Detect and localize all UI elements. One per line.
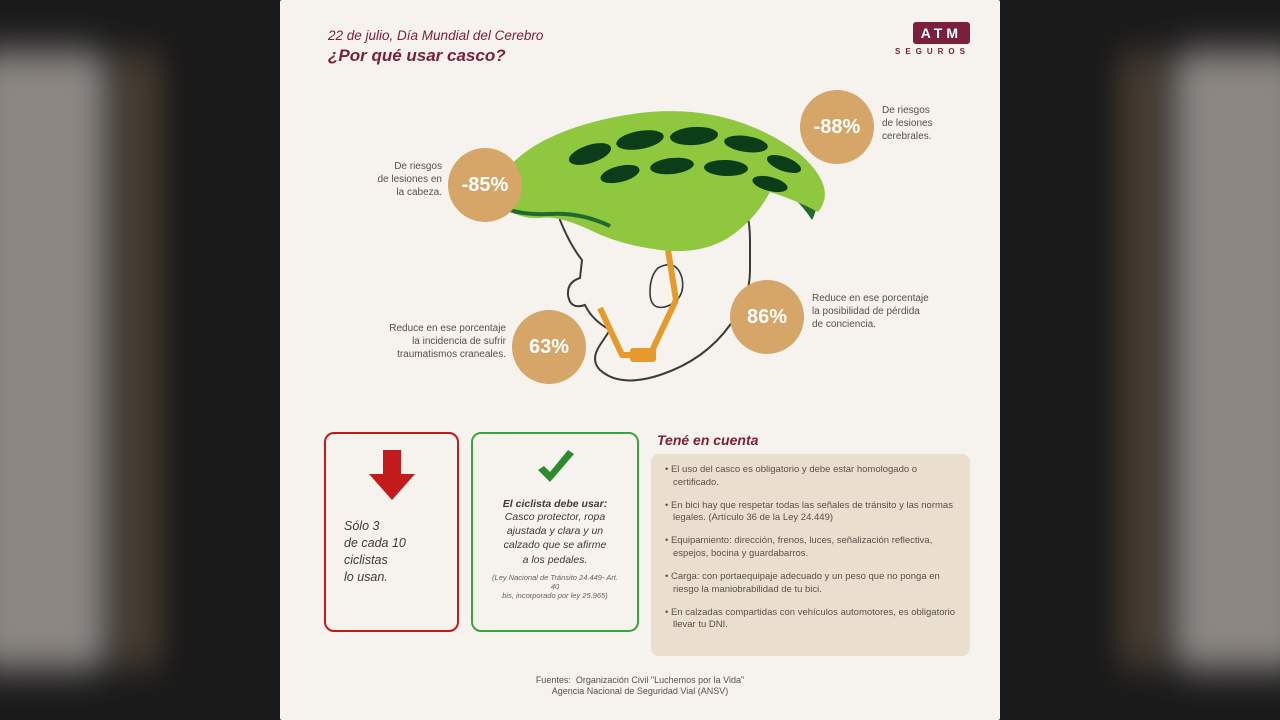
logo-text: ATM [913,22,970,44]
logo-subtext: SEGUROS [895,47,970,56]
sources-line1: Organización Civil "Luchemos por la Vida… [576,675,744,685]
stat-label-85: De riesgosde lesiones enla cabeza. [352,160,442,199]
stat-bubble-86: 86% [730,280,804,354]
requirement-box: El ciclista debe usar: Casco protector, … [471,432,639,632]
warning-text: Sólo 3de cada 10ciclistaslo usan. [340,518,443,586]
header-title: ¿Por qué usar casco? [328,46,506,66]
stat-bubble-63: 63% [512,310,586,384]
stat-value-85: -85% [462,174,509,197]
sources-line2: Agencia Nacional de Seguridad Vial (ANSV… [552,686,728,696]
tip-item: El uso del casco es obligatorio y debe e… [665,464,956,490]
stat-bubble-85: -85% [448,148,522,222]
stat-label-63: Reduce en ese porcentajela incidencia de… [366,322,506,361]
requirement-note: (Ley Nacional de Tránsito 24.449- Art. 4… [487,573,623,600]
tip-item: En bici hay que respetar todas las señal… [665,500,956,526]
tips-title: Tené en cuenta [657,432,970,448]
tips-list: El uso del casco es obligatorio y debe e… [651,454,970,656]
tip-item: En calzadas compartidas con vehículos au… [665,607,956,633]
sources-footer: Fuentes: Organización Civil "Luchemos po… [280,675,1000,698]
stat-value-88: -88% [814,116,861,139]
stat-bubble-88: -88% [800,90,874,164]
arrow-down-icon [365,446,419,504]
stat-value-63: 63% [529,336,569,359]
stat-value-86: 86% [747,306,787,329]
bottom-row: Sólo 3de cada 10ciclistaslo usan. El cic… [324,432,970,656]
sources-prefix: Fuentes: [536,675,571,685]
stat-label-88: De riesgosde lesionescerebrales. [882,104,972,143]
helmet-diagram: -85% De riesgosde lesiones enla cabeza. … [280,70,1000,400]
tips-column: Tené en cuenta El uso del casco es oblig… [651,432,970,656]
tip-item: Carga: con portaequipaje adecuado y un p… [665,571,956,597]
brand-logo: ATM SEGUROS [895,22,970,56]
header-date: 22 de julio, Día Mundial del Cerebro [328,28,543,43]
warning-box: Sólo 3de cada 10ciclistaslo usan. [324,432,459,632]
check-icon [532,446,578,492]
stat-label-86: Reduce en ese porcentajela posibilidad d… [812,292,952,331]
requirement-title: El ciclista debe usar: [503,498,607,510]
infographic-card: 22 de julio, Día Mundial del Cerebro ¿Po… [280,0,1000,720]
requirement-text: Casco protector, ropaajustada y clara y … [504,510,607,567]
tip-item: Equipamiento: dirección, frenos, luces, … [665,535,956,561]
